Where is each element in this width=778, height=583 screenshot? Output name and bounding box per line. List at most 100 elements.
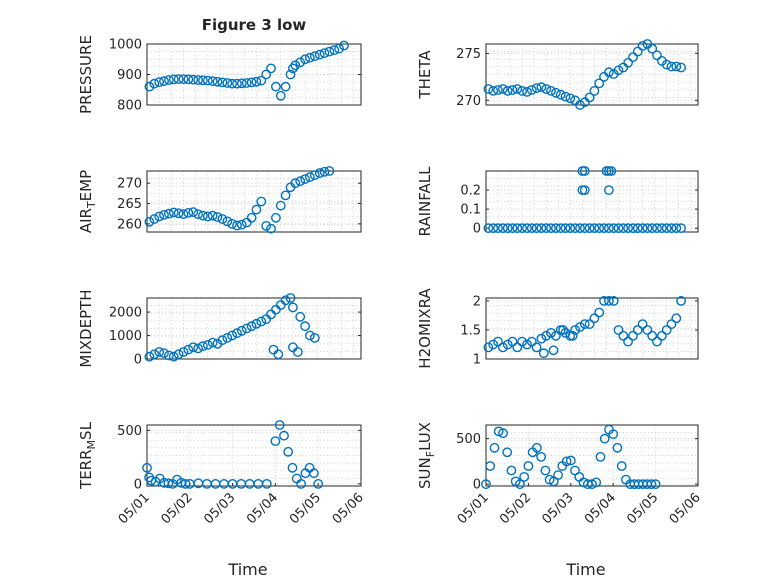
data-point <box>159 348 169 358</box>
axes-frame <box>146 297 362 360</box>
y-tick-label: 270 <box>456 94 481 109</box>
data-point <box>599 295 609 306</box>
data-point <box>222 78 233 88</box>
data-point <box>526 223 537 234</box>
axes-background <box>147 298 361 359</box>
y-tick-label: 2 <box>473 294 481 309</box>
data-point <box>532 442 542 453</box>
data-point <box>551 87 561 98</box>
data-point <box>300 174 310 185</box>
data-point <box>154 77 165 88</box>
data-point <box>515 479 525 490</box>
data-point <box>541 223 552 234</box>
data-point <box>541 84 552 94</box>
data-point <box>287 462 298 473</box>
data-point <box>222 216 233 227</box>
data-point <box>522 339 532 350</box>
y-axis-label: AIRTEMP <box>77 170 98 233</box>
y-tick-label: 900 <box>117 68 142 83</box>
data-point <box>497 223 508 234</box>
data-point <box>661 325 672 335</box>
data-point <box>497 342 508 353</box>
data-point <box>300 54 310 65</box>
x-tick-label: 05/04 <box>244 490 281 527</box>
data-point <box>256 196 267 207</box>
data-point <box>290 60 301 71</box>
y-tick-label: 0.1 <box>460 203 481 218</box>
data-point <box>646 479 657 490</box>
data-point <box>536 82 547 93</box>
data-point <box>517 223 527 234</box>
data-point <box>163 478 174 489</box>
data-point <box>188 207 199 218</box>
data-point <box>555 89 566 100</box>
data-point <box>546 86 556 96</box>
y-tick-label: 1000 <box>109 38 142 53</box>
data-point <box>261 478 272 489</box>
data-point <box>538 348 549 359</box>
data-point <box>523 461 534 471</box>
subplot-right-3: 1 1.5 2 H2OMIXRA <box>416 288 699 369</box>
y-tick-label: 0 <box>134 477 142 492</box>
x-tick-label: 05/06 <box>330 490 367 527</box>
data-point <box>637 319 648 329</box>
data-point <box>261 220 272 231</box>
data-point <box>561 456 572 467</box>
data-point <box>536 333 547 344</box>
data-point <box>558 325 568 335</box>
data-point <box>236 78 247 89</box>
y-tick-label: 500 <box>456 432 481 447</box>
data-point <box>168 74 179 85</box>
data-point <box>163 75 174 85</box>
data-point <box>236 219 247 230</box>
data-point <box>227 78 238 89</box>
data-point <box>339 40 349 51</box>
data-point <box>637 41 648 51</box>
data-point <box>584 92 595 103</box>
data-point <box>567 330 578 341</box>
data-point <box>222 332 233 343</box>
subplot-left-3: 0 1000 2000 MIXDEPTH <box>77 289 362 368</box>
data-point <box>197 210 208 221</box>
data-point <box>531 342 542 353</box>
figure-title: Figure 3 low <box>202 16 307 34</box>
data-point <box>188 342 199 353</box>
y-axis-label: H2OMIXRA <box>416 288 434 369</box>
data-point <box>604 295 614 306</box>
data-point <box>507 336 518 347</box>
data-point <box>560 223 571 234</box>
data-point <box>608 429 619 439</box>
data-point <box>295 176 306 187</box>
data-point <box>551 330 561 341</box>
data-point <box>266 223 276 234</box>
data-point <box>647 223 658 234</box>
x-tick-label: 05/03 <box>540 490 577 527</box>
y-tick-label: 0.2 <box>460 184 481 199</box>
y-axis-label: TERRMSL <box>77 421 98 490</box>
data-point <box>261 69 272 80</box>
data-point <box>560 91 571 102</box>
data-point <box>628 52 638 62</box>
data-point <box>579 223 590 234</box>
data-point <box>502 447 513 458</box>
x-tick-label: 05/01 <box>116 490 153 527</box>
data-point <box>270 436 281 446</box>
data-point <box>149 214 160 224</box>
data-point <box>212 212 223 222</box>
data-point <box>227 218 238 229</box>
data-point <box>647 330 658 341</box>
data-point <box>507 85 518 95</box>
data-point <box>575 223 585 234</box>
data-point <box>575 322 585 332</box>
y-tick-label: 1000 <box>109 329 142 344</box>
data-point <box>178 74 189 85</box>
data-point <box>207 210 218 221</box>
data-point <box>193 209 204 220</box>
axes-background <box>147 425 361 486</box>
data-point <box>526 85 537 95</box>
data-point <box>553 470 563 480</box>
data-point <box>604 67 614 78</box>
data-point <box>565 223 576 234</box>
